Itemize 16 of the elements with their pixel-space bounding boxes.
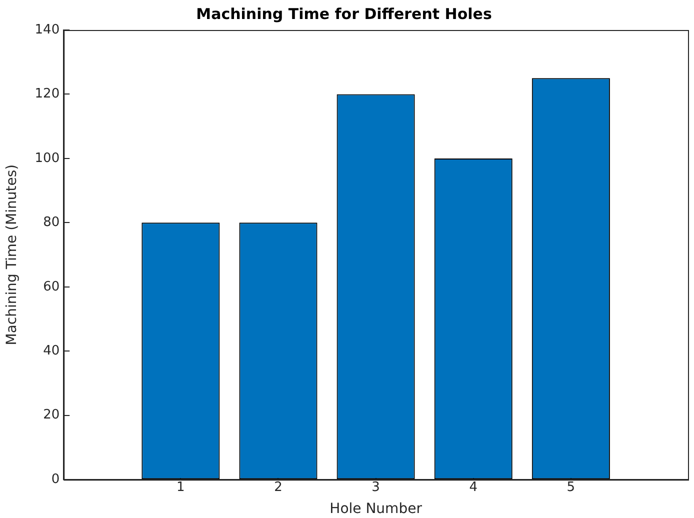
y-tick-label: 120 [34, 86, 60, 102]
x-tick-label: 4 [469, 480, 478, 495]
x-axis-title: Hole Number [330, 501, 422, 518]
x-tick-label: 2 [274, 480, 282, 495]
y-tick-label: 80 [43, 215, 60, 230]
y-tick-label: 40 [43, 344, 60, 359]
y-tick-label: 100 [34, 150, 60, 166]
y-tick-label: 140 [34, 22, 60, 38]
y-tick-label: 0 [51, 472, 60, 487]
y-tick-label: 20 [43, 408, 60, 423]
y-axis-title: Machining Time (Minutes) [4, 164, 20, 346]
x-tick-label: 1 [176, 480, 185, 495]
x-tick-label: 3 [372, 480, 380, 495]
chart-title: Machining Time for Different Holes [196, 4, 492, 23]
x-tick-label: 5 [566, 480, 576, 495]
y-tick-label: 60 [43, 279, 60, 294]
